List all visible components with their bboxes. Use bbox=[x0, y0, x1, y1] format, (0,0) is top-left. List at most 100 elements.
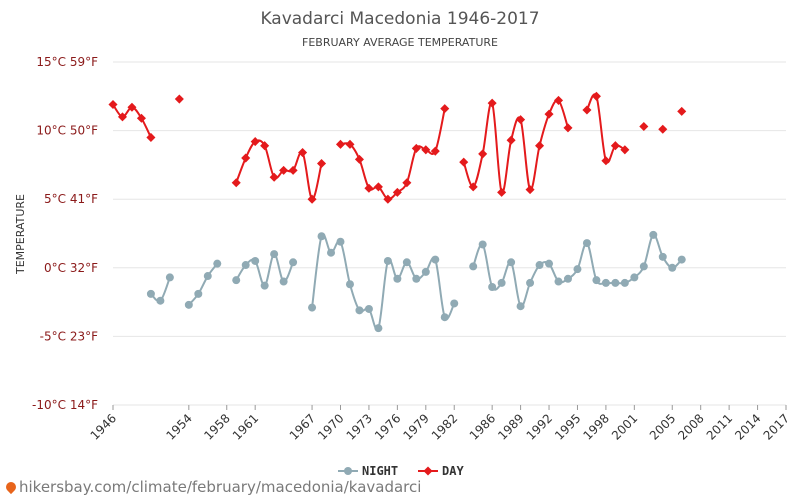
data-point[interactable] bbox=[298, 148, 308, 158]
data-point[interactable] bbox=[507, 258, 516, 267]
legend-item-night[interactable]: NIGHT bbox=[338, 464, 398, 478]
data-point[interactable] bbox=[440, 104, 450, 114]
data-point[interactable] bbox=[497, 187, 507, 197]
data-point[interactable] bbox=[497, 278, 506, 287]
data-point[interactable] bbox=[553, 95, 564, 105]
data-point[interactable] bbox=[677, 255, 686, 264]
data-point[interactable] bbox=[450, 299, 459, 308]
data-point[interactable] bbox=[582, 105, 592, 115]
data-point[interactable] bbox=[317, 232, 326, 241]
data-point[interactable] bbox=[373, 182, 383, 192]
data-point[interactable] bbox=[374, 324, 383, 333]
data-point[interactable] bbox=[535, 141, 545, 151]
data-point[interactable] bbox=[260, 141, 270, 151]
series-line bbox=[188, 263, 219, 306]
data-point[interactable] bbox=[136, 113, 146, 123]
data-point[interactable] bbox=[402, 258, 411, 267]
data-point[interactable] bbox=[506, 135, 516, 145]
data-point[interactable] bbox=[573, 265, 582, 274]
data-point[interactable] bbox=[649, 230, 658, 239]
data-point[interactable] bbox=[620, 278, 629, 287]
data-point[interactable] bbox=[232, 276, 241, 285]
data-point[interactable] bbox=[184, 300, 193, 309]
data-point[interactable] bbox=[156, 296, 165, 305]
data-point[interactable] bbox=[146, 132, 156, 142]
data-point[interactable] bbox=[488, 283, 497, 292]
data-point[interactable] bbox=[611, 278, 620, 287]
data-point[interactable] bbox=[431, 255, 440, 264]
data-point[interactable] bbox=[364, 304, 373, 313]
legend-item-day[interactable]: DAY bbox=[418, 464, 464, 478]
data-point[interactable] bbox=[383, 256, 392, 265]
data-point[interactable] bbox=[526, 278, 535, 287]
data-point[interactable] bbox=[270, 250, 279, 259]
data-point[interactable] bbox=[402, 178, 412, 188]
data-point[interactable] bbox=[440, 313, 449, 322]
data-point[interactable] bbox=[355, 306, 364, 315]
data-point[interactable] bbox=[545, 259, 554, 268]
data-point[interactable] bbox=[430, 146, 440, 156]
data-point[interactable] bbox=[563, 274, 572, 283]
data-point[interactable] bbox=[592, 276, 601, 285]
data-point[interactable] bbox=[535, 261, 544, 270]
data-point[interactable] bbox=[668, 263, 677, 272]
legend[interactable]: NIGHT DAY bbox=[338, 464, 464, 478]
data-point[interactable] bbox=[203, 272, 212, 281]
data-point[interactable] bbox=[146, 289, 155, 298]
data-point[interactable] bbox=[393, 274, 402, 283]
data-point[interactable] bbox=[421, 267, 430, 276]
data-point[interactable] bbox=[610, 141, 620, 151]
data-point[interactable] bbox=[591, 91, 601, 101]
data-point[interactable] bbox=[639, 121, 649, 132]
data-point[interactable] bbox=[251, 256, 260, 265]
data-point[interactable] bbox=[174, 94, 184, 104]
data-point[interactable] bbox=[317, 159, 327, 169]
data-point[interactable] bbox=[108, 100, 118, 110]
source-footer[interactable]: hikersbay.com/climate/february/macedonia… bbox=[3, 478, 422, 496]
data-point[interactable] bbox=[241, 153, 251, 163]
source-url[interactable]: hikersbay.com/climate/february/macedonia… bbox=[19, 478, 422, 496]
data-point[interactable] bbox=[412, 274, 421, 283]
data-point[interactable] bbox=[554, 277, 563, 286]
data-point[interactable] bbox=[630, 273, 639, 282]
data-point[interactable] bbox=[468, 182, 478, 192]
data-point[interactable] bbox=[478, 240, 487, 249]
data-point[interactable] bbox=[288, 165, 298, 175]
data-point[interactable] bbox=[620, 145, 630, 155]
data-point[interactable] bbox=[469, 262, 478, 271]
series-line bbox=[235, 139, 323, 201]
data-point[interactable] bbox=[639, 262, 648, 271]
data-point[interactable] bbox=[260, 281, 269, 290]
data-point[interactable] bbox=[335, 139, 346, 149]
data-point[interactable] bbox=[279, 277, 288, 286]
data-point[interactable] bbox=[231, 178, 241, 188]
data-point[interactable] bbox=[354, 154, 364, 164]
data-point[interactable] bbox=[459, 157, 469, 167]
data-point[interactable] bbox=[213, 259, 222, 268]
data-point[interactable] bbox=[544, 109, 554, 119]
data-point[interactable] bbox=[127, 102, 137, 112]
data-point[interactable] bbox=[364, 183, 374, 193]
data-point[interactable] bbox=[241, 261, 250, 270]
data-point[interactable] bbox=[658, 124, 668, 134]
data-point[interactable] bbox=[677, 106, 687, 116]
x-tick-label: 1992 bbox=[524, 411, 555, 442]
data-point[interactable] bbox=[165, 273, 174, 282]
data-point[interactable] bbox=[308, 303, 317, 312]
data-point[interactable] bbox=[336, 237, 345, 246]
y-tick-label: 15°C 59°F bbox=[36, 55, 98, 69]
data-point[interactable] bbox=[194, 289, 203, 298]
data-point[interactable] bbox=[601, 278, 610, 287]
data-point[interactable] bbox=[327, 248, 336, 257]
data-point[interactable] bbox=[516, 302, 525, 311]
data-point[interactable] bbox=[601, 156, 611, 166]
data-point[interactable] bbox=[289, 258, 298, 267]
data-point[interactable] bbox=[345, 280, 354, 289]
data-point[interactable] bbox=[117, 112, 128, 122]
data-point[interactable] bbox=[582, 239, 591, 248]
data-point[interactable] bbox=[269, 172, 279, 182]
data-point[interactable] bbox=[658, 252, 667, 261]
data-point[interactable] bbox=[478, 149, 488, 159]
data-point[interactable] bbox=[516, 115, 526, 125]
